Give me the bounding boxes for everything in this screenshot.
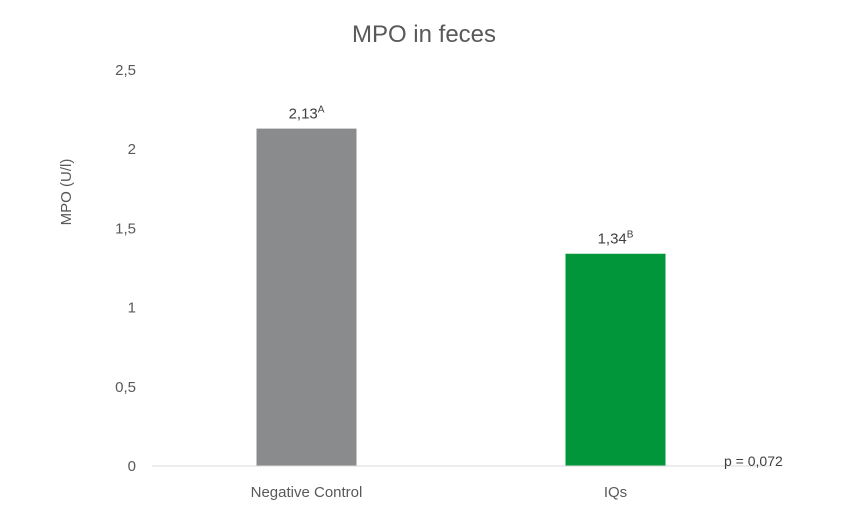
data-label: 1,34B xyxy=(598,230,634,248)
y-tick-label: 1,5 xyxy=(115,220,136,237)
p-value-annotation: p = 0,072 xyxy=(724,453,783,469)
data-label: 2,13A xyxy=(289,105,325,123)
y-axis-label: MPO (U/l) xyxy=(58,159,75,226)
data-labels-group: 2,13A 1,34B xyxy=(289,105,634,248)
y-tick-label: 2 xyxy=(128,141,136,158)
x-axis-ticks: Negative Control IQs xyxy=(251,484,628,501)
bar xyxy=(256,128,357,466)
bars-group xyxy=(256,128,666,466)
y-axis-ticks: 0 0,5 1 1,5 2 2,5 xyxy=(115,62,136,475)
y-tick-label: 1 xyxy=(128,300,136,317)
y-tick-label: 2,5 xyxy=(115,62,136,79)
bar xyxy=(565,253,666,466)
y-tick-label: 0,5 xyxy=(115,379,136,396)
chart-title: MPO in feces xyxy=(352,21,496,48)
x-tick-label: IQs xyxy=(604,484,627,501)
x-tick-label: Negative Control xyxy=(251,484,363,501)
y-tick-label: 0 xyxy=(128,458,136,475)
